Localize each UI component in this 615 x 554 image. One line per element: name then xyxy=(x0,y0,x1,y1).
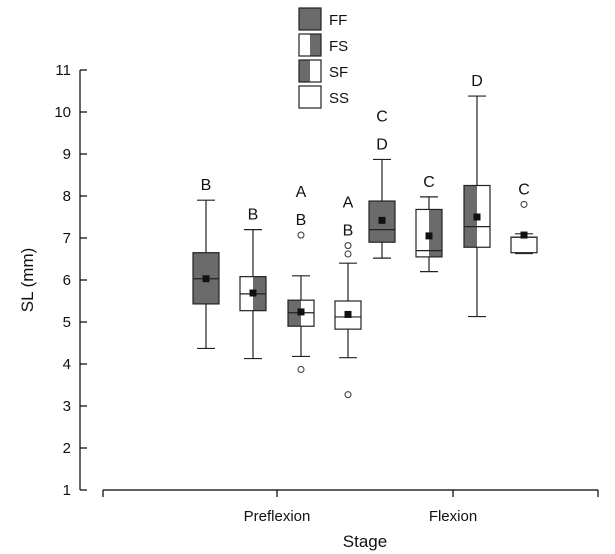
mean-marker xyxy=(473,213,481,221)
y-axis: 1 2 3 4 5 6 7 8 9 10 11 xyxy=(54,62,87,499)
legend-item-sf: SF xyxy=(298,59,348,83)
y-tick-label: 4 xyxy=(63,356,71,373)
box-sf-flexion: D xyxy=(463,73,491,318)
legend-item-ss: SS xyxy=(298,85,349,109)
box-ff-preflexion: B xyxy=(192,177,220,350)
significance-letter: B xyxy=(248,207,259,224)
significance-letter: D xyxy=(471,73,483,90)
outlier-point xyxy=(297,365,305,374)
y-tick-label: 11 xyxy=(55,62,71,79)
box-body xyxy=(298,33,322,57)
box-ss-flexion: C xyxy=(510,181,538,255)
box-ss-preflexion: AB xyxy=(334,195,362,399)
outlier-point xyxy=(344,242,352,250)
box-body xyxy=(510,236,538,254)
legend-label: SF xyxy=(329,64,348,81)
y-tick-label: 9 xyxy=(63,146,71,163)
significance-letter: C xyxy=(423,174,435,191)
y-tick-label: 10 xyxy=(54,104,71,121)
box-body xyxy=(298,85,322,109)
box-ff-flexion: CD xyxy=(368,108,396,259)
y-tick-label: 7 xyxy=(63,230,71,247)
x-tick-label: Flexion xyxy=(429,508,477,525)
y-tick-label: 1 xyxy=(63,482,71,499)
legend-item-ff: FF xyxy=(298,7,347,31)
y-tick-label: 6 xyxy=(63,272,71,289)
y-tick-label: 3 xyxy=(63,398,71,415)
significance-letter: B xyxy=(343,223,354,240)
significance-letter: C xyxy=(376,108,388,125)
outlier-point xyxy=(344,391,352,399)
y-tick-label: 2 xyxy=(63,440,71,457)
box-fs-flexion: C xyxy=(415,174,443,273)
significance-letter: C xyxy=(518,181,530,198)
significance-letter: B xyxy=(296,212,307,229)
outlier-point xyxy=(344,250,352,258)
mean-marker xyxy=(249,289,257,297)
legend-label: SS xyxy=(329,90,349,107)
box-fs-preflexion: B xyxy=(239,207,267,360)
box-body xyxy=(298,59,322,83)
x-axis: Preflexion Flexion xyxy=(102,489,599,525)
significance-letter: B xyxy=(201,177,212,194)
mean-marker xyxy=(425,232,433,240)
significance-letter: A xyxy=(296,184,307,201)
outlier-point xyxy=(297,231,305,239)
outlier-point xyxy=(520,200,528,208)
mean-marker xyxy=(344,310,352,318)
mean-marker xyxy=(202,275,210,283)
legend-item-fs: FS xyxy=(298,33,348,57)
legend-label: FS xyxy=(329,38,348,55)
legend-label: FF xyxy=(329,12,347,29)
y-axis-title: SL (mm) xyxy=(18,248,37,313)
box-sf-preflexion: AB xyxy=(287,184,315,374)
mean-marker xyxy=(520,231,528,239)
box-body xyxy=(298,7,322,31)
mean-marker xyxy=(378,216,386,224)
y-tick-label: 5 xyxy=(63,314,71,331)
x-axis-title: Stage xyxy=(343,532,387,551)
significance-letter: A xyxy=(343,195,354,212)
y-tick-label: 8 xyxy=(63,188,71,205)
mean-marker xyxy=(297,308,305,316)
legend: FF FS SF SS xyxy=(298,7,349,109)
significance-letter: D xyxy=(376,136,388,153)
x-tick-label: Preflexion xyxy=(244,508,311,525)
